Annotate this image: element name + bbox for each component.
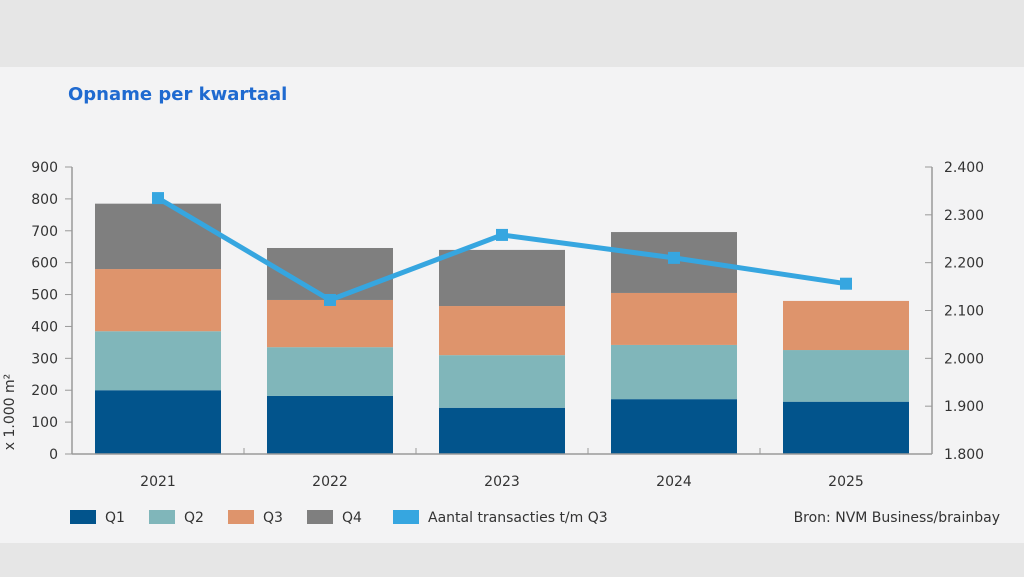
y-tick-label: 300 xyxy=(31,351,58,367)
legend-label: Q3 xyxy=(263,510,283,526)
y-tick-label: 600 xyxy=(31,256,58,272)
y2-tick-label: 2.100 xyxy=(944,304,984,320)
x-tick-label: 2021 xyxy=(140,474,176,490)
x-tick-label: 2025 xyxy=(828,474,864,490)
bar-q4-2023 xyxy=(439,249,565,307)
chart-title: Opname per kwartaal xyxy=(68,84,288,105)
legend-label: Aantal transacties t/m Q3 xyxy=(428,510,608,526)
transactions-point xyxy=(324,293,336,306)
y-tick-label: 800 xyxy=(31,192,58,208)
bar-q3-2023 xyxy=(439,306,565,356)
y-tick-label: 700 xyxy=(31,224,58,240)
bar-q2-2025 xyxy=(783,350,909,402)
bar-q2-2021 xyxy=(95,331,221,391)
transactions-point xyxy=(840,277,852,290)
source-note: Bron: NVM Business/brainbay xyxy=(794,510,1000,526)
x-tick-label: 2023 xyxy=(484,474,520,490)
y2-tick-label: 2.000 xyxy=(944,351,984,367)
y2-tick-label: 1.800 xyxy=(944,447,984,463)
transactions-point xyxy=(496,228,508,241)
y-tick-label: 500 xyxy=(31,288,58,304)
bar-q3-2021 xyxy=(95,269,221,332)
bar-q4-2021 xyxy=(95,203,221,270)
y2-tick-label: 2.400 xyxy=(944,160,984,176)
legend-swatch-1 xyxy=(149,510,175,524)
y-tick-label: 0 xyxy=(49,447,58,463)
bar-q2-2024 xyxy=(611,344,737,400)
bar-q1-2023 xyxy=(439,407,565,454)
bar-q3-2022 xyxy=(267,299,393,348)
legend-swatch-4 xyxy=(393,510,419,524)
bar-q1-2021 xyxy=(95,390,221,454)
bar-q1-2024 xyxy=(611,399,737,454)
legend-label: Q2 xyxy=(184,510,204,526)
bar-q3-2024 xyxy=(611,292,737,345)
bar-q2-2023 xyxy=(439,355,565,408)
x-tick-label: 2022 xyxy=(312,474,348,490)
x-tick-label: 2024 xyxy=(656,474,692,490)
legend-swatch-0 xyxy=(70,510,96,524)
legend-label: Q1 xyxy=(105,510,125,526)
legend-label: Q4 xyxy=(342,510,362,526)
legend-swatch-2 xyxy=(228,510,254,524)
y2-tick-label: 1.900 xyxy=(944,399,984,415)
bar-q1-2022 xyxy=(267,395,393,454)
y-tick-label: 900 xyxy=(31,160,58,176)
y-tick-label: 200 xyxy=(31,383,58,399)
y2-tick-label: 2.200 xyxy=(944,256,984,272)
legend-swatch-3 xyxy=(307,510,333,524)
transactions-point xyxy=(152,192,164,205)
bar-q2-2022 xyxy=(267,347,393,396)
y-tick-label: 100 xyxy=(31,415,58,431)
bar-q1-2025 xyxy=(783,401,909,454)
transactions-point xyxy=(668,251,680,264)
y2-tick-label: 2.300 xyxy=(944,208,984,224)
bar-q3-2025 xyxy=(783,300,909,351)
y-tick-label: 400 xyxy=(31,319,58,335)
y-axis-label: x 1.000 m² xyxy=(2,374,18,451)
